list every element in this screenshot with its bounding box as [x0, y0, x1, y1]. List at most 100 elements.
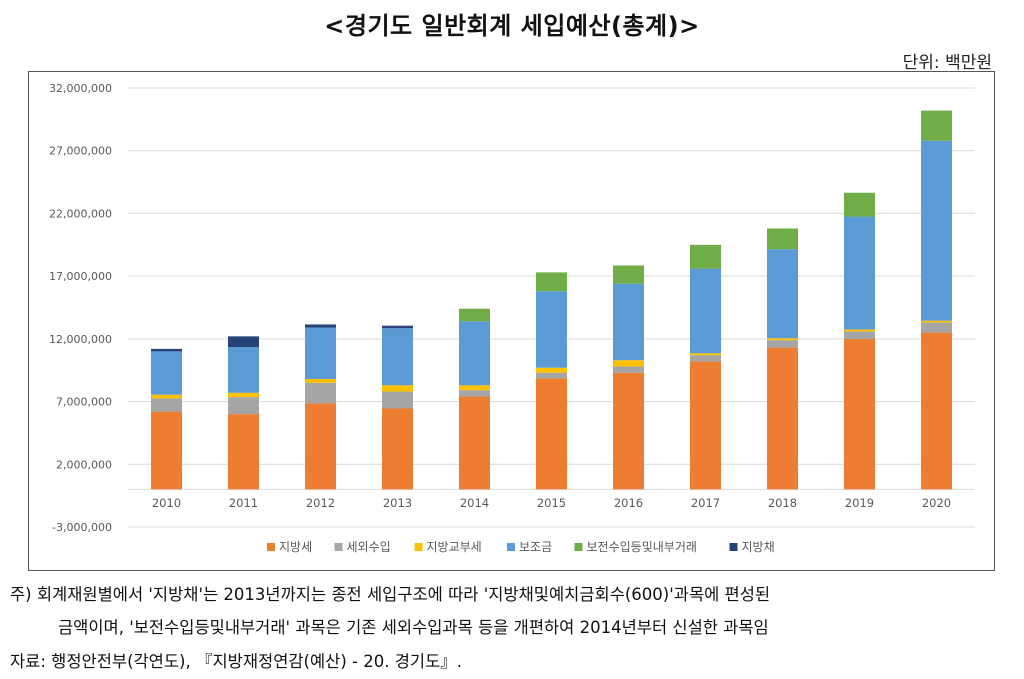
- x-tick-label: 2016: [614, 496, 643, 510]
- bar-segment: [767, 347, 798, 490]
- x-tick-label: 2010: [152, 496, 181, 510]
- bar-segment: [459, 396, 490, 490]
- y-tick-label: 27,000,000: [49, 145, 112, 158]
- bar-segment: [536, 378, 567, 490]
- bar-segment: [382, 328, 413, 386]
- bar-segment: [305, 403, 336, 490]
- y-tick-label: -3,000,000: [52, 521, 112, 534]
- bar-segment: [690, 361, 721, 490]
- legend-swatch: [507, 543, 515, 551]
- x-tick-label: 2013: [383, 496, 412, 510]
- bar-segment: [536, 367, 567, 373]
- bar-segment: [151, 411, 182, 490]
- legend-swatch: [574, 543, 583, 551]
- bar-stack-2011: [228, 336, 259, 490]
- bar-segment: [151, 394, 182, 399]
- legend-item: 세외수입: [334, 540, 391, 554]
- bar-segment: [305, 324, 336, 328]
- bar-stack-2015: [536, 272, 567, 490]
- x-tick-label: 2018: [768, 496, 797, 510]
- footnote-line-1: 주) 회계재원별에서 '지방채'는 2013년까지는 종전 세입구조에 따라 '…: [10, 585, 771, 604]
- y-tick-label: 32,000,000: [49, 82, 112, 95]
- x-tick-label: 2012: [306, 496, 335, 510]
- bar-segment: [690, 244, 721, 269]
- x-tick-label: 2014: [460, 496, 489, 510]
- bar-segment: [844, 338, 875, 490]
- bar-segment: [921, 332, 952, 490]
- bar-segment: [767, 249, 798, 339]
- bar-stack-2020: [921, 110, 952, 490]
- bar-segment: [305, 327, 336, 379]
- x-tick-label: 2011: [229, 496, 258, 510]
- bar-segment: [613, 372, 644, 490]
- bar-segment: [151, 351, 182, 395]
- bar-segment: [690, 353, 721, 356]
- bar-stack-2010: [151, 348, 182, 490]
- legend-item: 보조금: [507, 540, 552, 554]
- bar-stack-2017: [690, 244, 721, 490]
- bar-segment: [690, 355, 721, 362]
- y-tick-label: 22,000,000: [49, 207, 112, 220]
- bar-segment: [767, 340, 798, 348]
- y-tick-label: 12,000,000: [49, 333, 112, 346]
- footnote-line-2: 금액이며, '보전수입등및내부거래' 과목은 기존 세외수입과목 등을 개편하여…: [58, 618, 769, 637]
- legend-swatch: [729, 543, 738, 551]
- bar-stack-2016: [613, 265, 644, 490]
- chart-title: <경기도 일반회계 세입예산(총계)>: [324, 12, 700, 40]
- y-tick-label: 7,000,000: [56, 396, 112, 409]
- bar-segment: [767, 228, 798, 250]
- bar-segment: [536, 291, 567, 368]
- bar-segment: [228, 347, 259, 393]
- x-tick-label: 2015: [537, 496, 566, 510]
- bar-segment: [459, 385, 490, 391]
- x-axis-ticks: 2010 2011 2012 2013 2014 2015 2016 2017 2018 2019…: [152, 496, 951, 510]
- y-tick-label: 2,000,000: [56, 458, 112, 471]
- bar-segment: [767, 338, 798, 341]
- x-tick-label: 2020: [922, 496, 951, 510]
- bar-stack-2012: [305, 324, 336, 490]
- legend: 지방세 세외수입 지방교부세 보조금 보전수입등및내부거래 지방채: [267, 540, 775, 554]
- unit-label: 단위: 백만원: [902, 53, 992, 73]
- bar-stack-2019: [844, 192, 875, 490]
- bar-segment: [228, 414, 259, 490]
- legend-item: 보전수입등및내부거래: [574, 540, 697, 554]
- x-tick-label: 2019: [845, 496, 874, 510]
- legend-label: 보조금: [519, 540, 552, 554]
- bar-segment: [613, 360, 644, 367]
- bar-segment: [459, 390, 490, 397]
- bar-segment: [459, 308, 490, 322]
- legend-label: 보전수입등및내부거래: [587, 540, 697, 554]
- legend-label: 지방세: [279, 540, 312, 554]
- legend-item: 지방세: [267, 540, 312, 554]
- legend-swatch: [334, 543, 343, 551]
- bar-segment: [844, 329, 875, 332]
- bar-segment: [382, 408, 413, 490]
- legend-swatch: [267, 543, 275, 551]
- bar-segment: [382, 325, 413, 329]
- bar-stack-2013: [382, 325, 413, 490]
- bar-segment: [921, 322, 952, 333]
- bar-segment: [921, 140, 952, 321]
- legend-item: 지방채: [729, 540, 775, 554]
- bar-segment: [536, 272, 567, 292]
- bar-segment: [844, 216, 875, 330]
- bar-segment: [921, 320, 952, 323]
- y-tick-label: 17,000,000: [49, 270, 112, 283]
- bar-segment: [844, 331, 875, 339]
- bar-stack-2014: [459, 308, 490, 490]
- bar-segment: [613, 366, 644, 373]
- bar-segment: [382, 385, 413, 392]
- chart-frame: [28, 71, 995, 571]
- bar-segment: [690, 268, 721, 354]
- legend-label: 지방교부세: [427, 540, 482, 554]
- bar-segment: [613, 283, 644, 361]
- legend-item: 지방교부세: [414, 540, 482, 554]
- legend-swatch: [414, 543, 423, 551]
- x-tick-label: 2017: [691, 496, 720, 510]
- bar-segment: [536, 372, 567, 379]
- bar-segment: [382, 391, 413, 409]
- bar-segment: [305, 382, 336, 404]
- bar-segment: [459, 321, 490, 386]
- bar-segment: [921, 110, 952, 141]
